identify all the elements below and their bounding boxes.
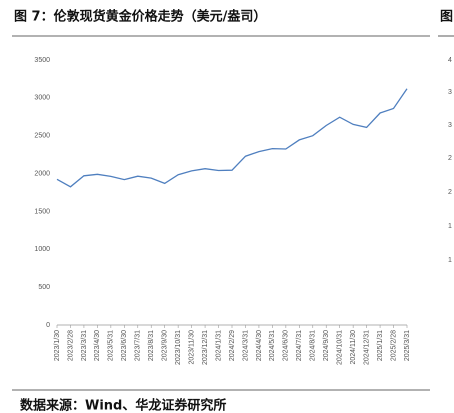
price-line [56, 88, 408, 188]
y-tick-label: 3000 [34, 95, 50, 102]
partial-tick: 3 [448, 89, 452, 96]
source-note: 数据来源：Wind、华龙证券研究所 [20, 398, 226, 413]
x-tick-label: 2024/11/30 [350, 330, 357, 365]
x-tick-label: 2025/2/28 [390, 330, 397, 361]
x-tick-label: 2023/5/31 [108, 330, 115, 361]
x-tick-label: 2024/5/31 [269, 330, 276, 361]
y-tick-label: 1500 [34, 208, 50, 215]
x-tick-label: 2023/4/30 [94, 330, 101, 361]
partial-tick: 1 [448, 257, 452, 264]
x-tick-label: 2024/8/31 [310, 330, 317, 361]
y-tick-label: 2000 [34, 170, 50, 177]
x-tick-label: 2024/10/31 [337, 330, 344, 365]
x-tick-label: 2024/2/29 [229, 330, 236, 361]
partial-tick: 3 [448, 122, 452, 129]
partial-tick: 2 [448, 189, 452, 196]
x-tick-label: 2025/3/31 [404, 330, 411, 361]
x-tick-label: 2024/3/31 [242, 330, 249, 361]
y-tick-label: 0 [46, 322, 50, 329]
x-tick-label: 2024/7/31 [296, 330, 303, 361]
x-tick-label: 2024/9/30 [323, 330, 330, 361]
x-tick-label: 2024/12/31 [363, 330, 370, 365]
y-tick-label: 500 [38, 284, 50, 291]
y-tick-label: 1000 [34, 246, 50, 253]
x-tick-label: 2025/1/31 [377, 330, 384, 361]
partial-tick: 4 [448, 57, 452, 64]
x-tick-label: 2024/4/30 [256, 330, 263, 361]
y-tick-label: 3500 [34, 57, 50, 64]
x-tick-label: 2023/8/31 [148, 330, 155, 361]
x-tick-label: 2023/10/31 [175, 330, 182, 365]
x-tick-label: 2024/1/31 [215, 330, 222, 361]
x-tick-label: 2023/9/30 [162, 330, 169, 361]
x-tick-label: 2023/1/30 [54, 330, 61, 361]
partial-tick: 2 [448, 155, 452, 162]
next-figure-fragment: 图 [440, 10, 453, 25]
x-tick-label: 2024/6/30 [283, 330, 290, 361]
x-tick-label: 2023/11/30 [188, 330, 195, 365]
x-tick-label: 2023/6/30 [121, 330, 128, 361]
x-tick-label: 2023/2/28 [67, 330, 74, 361]
y-tick-label: 2500 [34, 133, 50, 140]
chart-title: 图 7：伦敦现货黄金价格走势（美元/盎司） [14, 9, 266, 25]
x-tick-label: 2023/12/31 [202, 330, 209, 365]
x-tick-label: 2023/7/31 [135, 330, 142, 361]
partial-tick: 1 [448, 223, 452, 230]
x-tick-label: 2023/3/31 [81, 330, 88, 361]
